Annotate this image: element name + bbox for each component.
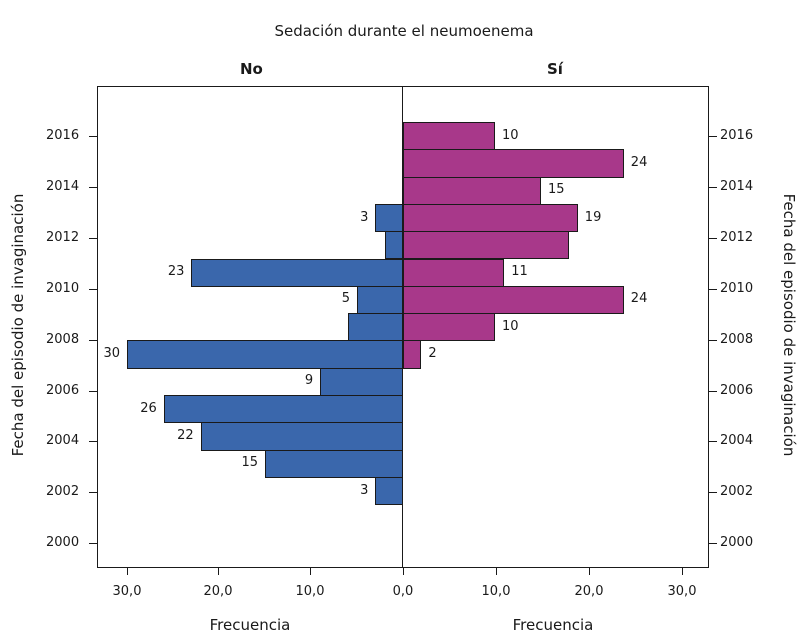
bar-value-label: 5	[341, 291, 350, 307]
x-tick-label: 30,0	[112, 584, 142, 599]
y-tick-label-left: 2012	[46, 229, 80, 245]
x-tick-label: 0,0	[392, 584, 414, 599]
bar-value-label: 3	[360, 209, 369, 225]
y-tick-label-left: 2016	[46, 128, 80, 143]
y-tick-label-left: 2000	[46, 535, 80, 551]
y-tick-left	[89, 492, 97, 494]
x-tick	[496, 568, 497, 575]
x-tick-label: 20,0	[574, 584, 604, 599]
bar-si	[403, 231, 569, 260]
x-tick	[682, 568, 683, 575]
bar-no	[347, 313, 403, 342]
bar-no	[375, 476, 403, 506]
y-tick-label-right: 2006	[720, 382, 754, 398]
y-tick-right	[709, 441, 717, 443]
y-tick-right	[709, 186, 717, 188]
bar-no	[384, 231, 403, 260]
y-tick-right	[709, 237, 717, 239]
x-axis-title-left: Frecuencia	[209, 616, 291, 634]
bar-value-label: 22	[177, 427, 194, 443]
bar-value-label: 9	[304, 373, 314, 389]
y-tick-label-left: 2008	[46, 331, 80, 347]
y-tick-label-right: 2012	[720, 229, 754, 245]
y-tick-label-right: 2010	[720, 280, 754, 296]
y-axis-title-right: Fecha del episodio de invaginación	[780, 193, 798, 457]
bar-si	[403, 340, 422, 369]
y-tick-left	[89, 136, 97, 137]
y-tick-label-left: 2014	[46, 178, 80, 194]
y-tick-left	[89, 390, 97, 392]
bar-no	[357, 285, 403, 315]
bar-si	[403, 285, 624, 315]
x-tick	[127, 568, 128, 575]
bar-si	[403, 122, 495, 151]
bar-si	[403, 176, 541, 205]
bar-no	[320, 367, 403, 396]
chart-title: Sedación durante el neumoenema	[274, 22, 534, 40]
bar-no	[375, 203, 403, 233]
bar-no	[265, 449, 403, 478]
y-tick-label-left: 2010	[46, 280, 80, 296]
bar-value-label: 30	[103, 346, 120, 362]
y-tick-right	[709, 390, 717, 392]
bar-value-label: 11	[511, 264, 528, 280]
x-axis-title-right: Frecuencia	[512, 616, 594, 634]
bar-value-label: 24	[630, 154, 648, 170]
bar-no	[191, 258, 403, 287]
x-tick	[589, 568, 590, 575]
y-tick-label-right: 2000	[720, 535, 754, 551]
y-tick-label-right: 2002	[720, 484, 754, 500]
y-tick-left	[89, 339, 97, 341]
bar-value-label: 15	[241, 455, 258, 471]
y-tick-left	[89, 441, 97, 443]
y-tick-label-left: 2006	[46, 382, 80, 398]
y-tick-left	[89, 288, 97, 290]
y-tick-label-right: 2014	[720, 178, 754, 194]
y-tick-right	[709, 339, 717, 341]
bar-si	[403, 203, 578, 233]
panel-label-si: Sí	[547, 60, 563, 78]
bar-value-label: 23	[167, 264, 185, 280]
y-tick-right	[709, 136, 717, 137]
y-tick-label-left: 2004	[46, 433, 80, 449]
panel-label-no: No	[240, 60, 263, 78]
bar-si	[403, 149, 624, 178]
y-tick-label-right: 2008	[720, 331, 754, 347]
bar-value-label: 26	[140, 400, 157, 416]
y-tick-left	[89, 186, 97, 188]
plot-frame	[97, 86, 709, 568]
y-tick-right	[709, 543, 717, 545]
x-tick	[218, 568, 219, 575]
y-tick-label-right: 2004	[720, 433, 754, 449]
bar-no	[200, 422, 403, 451]
bar-value-label: 2	[428, 346, 437, 362]
y-tick-label-left: 2002	[46, 484, 80, 500]
y-tick-right	[709, 288, 717, 290]
bar-no	[127, 340, 403, 369]
bar-value-label: 19	[584, 209, 602, 225]
x-tick	[310, 568, 311, 575]
y-axis-title-left: Fecha del episodio de invaginación	[9, 193, 27, 457]
y-tick-left	[89, 237, 97, 239]
x-tick-label: 30,0	[667, 584, 697, 599]
x-tick-label: 10,0	[481, 584, 511, 599]
bar-value-label: 24	[630, 291, 648, 307]
bar-si	[403, 313, 495, 342]
x-tick	[403, 568, 404, 575]
bar-value-label: 15	[548, 182, 565, 198]
bar-no	[163, 395, 403, 424]
bar-value-label: 10	[502, 127, 519, 143]
center-axis	[402, 86, 403, 568]
y-tick-label-right: 2016	[720, 128, 754, 143]
x-tick-label: 10,0	[295, 584, 325, 599]
bar-value-label: 10	[502, 318, 519, 334]
x-tick-label: 20,0	[203, 584, 233, 599]
bar-value-label: 3	[360, 482, 369, 498]
bar-si	[403, 258, 505, 287]
y-tick-left	[89, 543, 97, 545]
y-tick-right	[709, 492, 717, 494]
